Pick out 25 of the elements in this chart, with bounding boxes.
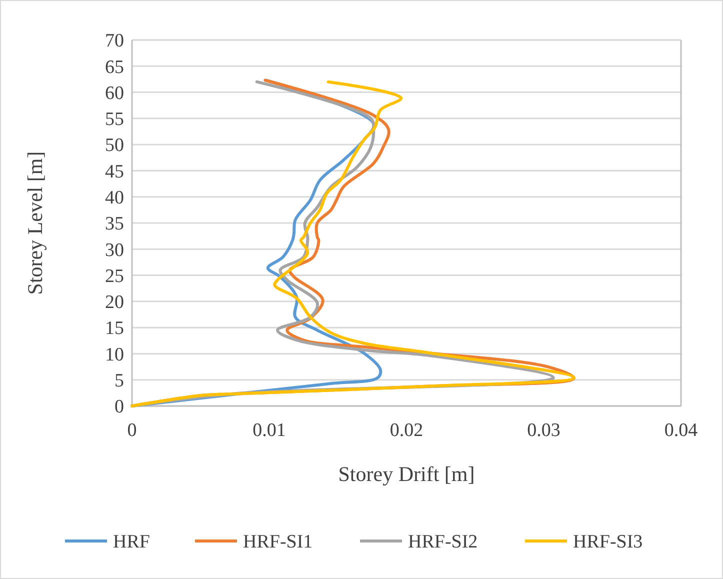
x-tick-label: 0.01 (252, 420, 286, 441)
legend-label: HRF-SI2 (408, 532, 478, 553)
x-axis-title: Storey Drift [m] (338, 462, 475, 486)
legend-label: HRF-SI3 (573, 532, 643, 553)
x-tick-label: 0.02 (390, 420, 424, 441)
y-tick-label: 35 (105, 214, 124, 235)
legend-label: HRF (113, 532, 150, 553)
x-tick-label: 0.03 (527, 420, 560, 441)
y-tick-label: 25 (105, 266, 124, 287)
y-tick-label: 0 (114, 396, 124, 418)
y-tick-label: 45 (105, 161, 124, 182)
x-tick-label: 0.04 (664, 420, 698, 441)
y-tick-label: 30 (105, 240, 124, 261)
legend-label: HRF-SI1 (243, 532, 313, 553)
y-tick-label: 60 (105, 82, 124, 104)
y-tick-label: 40 (105, 188, 124, 209)
y-tick-label: 65 (105, 56, 124, 78)
y-tick-label: 55 (105, 109, 124, 130)
y-axis-title: Storey Level [m] (23, 151, 47, 295)
y-tick-label: 15 (105, 318, 124, 340)
y-tick-label: 70 (105, 30, 124, 52)
y-tick-label: 20 (105, 292, 124, 314)
y-tick-label: 50 (105, 135, 124, 156)
y-tick-label: 10 (105, 344, 124, 366)
y-tick-label: 5 (114, 370, 124, 392)
